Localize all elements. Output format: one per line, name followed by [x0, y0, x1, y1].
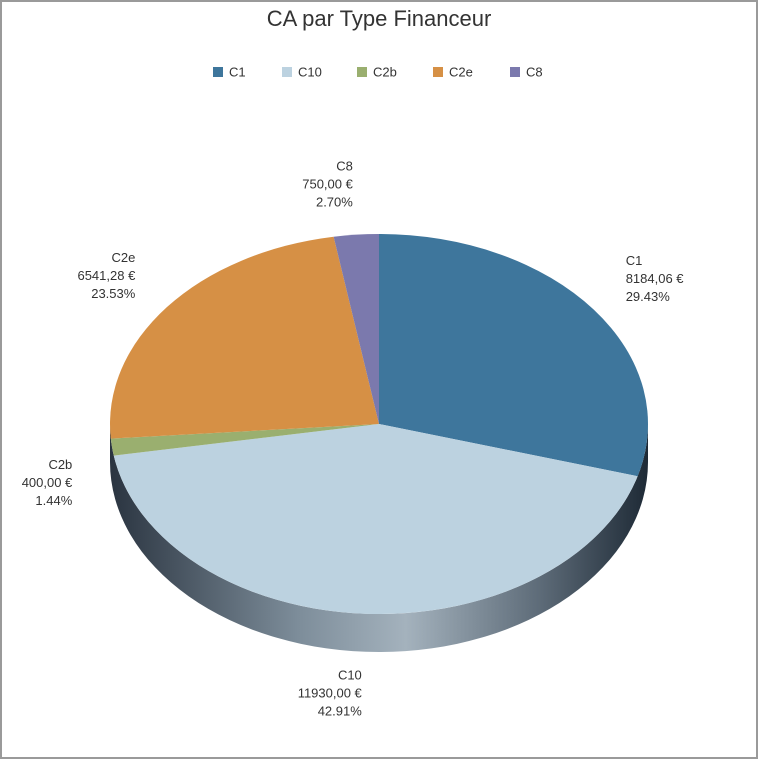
legend-swatch: [510, 67, 520, 77]
legend-label: C2b: [373, 64, 397, 79]
pie-slice: [333, 234, 379, 424]
slice-label-percent: 42.91%: [318, 703, 363, 718]
slice-label-value: 400,00 €: [22, 475, 73, 490]
slice-label-percent: 29.43%: [626, 289, 671, 304]
slice-label-name: C8: [336, 158, 353, 173]
legend-swatch: [213, 67, 223, 77]
slice-label-value: 750,00 €: [302, 176, 353, 191]
legend-swatch: [282, 67, 292, 77]
slice-label-name: C10: [338, 667, 362, 682]
slice-label-name: C2e: [111, 250, 135, 265]
legend-swatch: [433, 67, 443, 77]
legend-swatch: [357, 67, 367, 77]
chart-title: CA par Type Financeur: [267, 6, 492, 31]
legend-label: C1: [229, 64, 246, 79]
slice-label-percent: 23.53%: [91, 286, 136, 301]
pie-slice: [113, 424, 638, 615]
slice-label-value: 6541,28 €: [77, 268, 136, 283]
legend-label: C2e: [449, 64, 473, 79]
pie-side: [110, 424, 648, 652]
pie-slice: [109, 236, 379, 439]
slice-label-percent: 1.44%: [35, 493, 72, 508]
legend-label: C10: [298, 64, 322, 79]
slice-label-name: C2b: [48, 457, 72, 472]
legend-label: C8: [526, 64, 543, 79]
slice-label-value: 8184,06 €: [626, 271, 685, 286]
pie-slice: [379, 234, 648, 477]
pie-slice: [110, 424, 380, 456]
slice-label-name: C1: [626, 253, 643, 268]
slice-label-value: 11930,00 €: [298, 685, 363, 700]
slice-label-percent: 2.70%: [316, 194, 353, 209]
